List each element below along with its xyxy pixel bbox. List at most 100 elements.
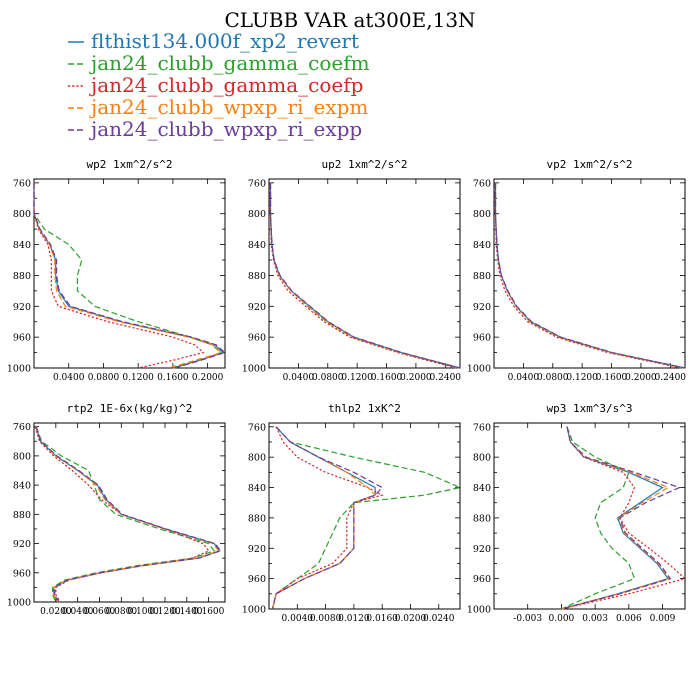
ytick-label: 760 xyxy=(473,178,491,189)
ytick-label: 1000 xyxy=(242,605,266,616)
series-line-4 xyxy=(35,426,222,603)
xtick-label: 0.2400 xyxy=(430,373,462,383)
series-line-0 xyxy=(33,182,225,369)
panel-vp2: vp2 1xm^2/s^2 760 800 840 880 920 960 1000 0.040… xyxy=(467,158,687,383)
series-line-2 xyxy=(34,426,210,603)
xtick-label: 0.2400 xyxy=(655,373,687,383)
ytick-label: 880 xyxy=(473,271,491,282)
plot-frame xyxy=(268,422,461,610)
series-line-2 xyxy=(561,426,687,610)
xtick-label: 0.0240 xyxy=(423,614,455,624)
plot-frame xyxy=(493,422,686,610)
legend-item-2: jan24_clubb_gamma_coefp xyxy=(68,73,363,97)
xtick-label: 0.0040 xyxy=(282,614,314,624)
xtick-label: 0.1400 xyxy=(171,607,203,617)
xtick-label: 0.0400 xyxy=(62,607,94,617)
ytick-label: 840 xyxy=(248,240,266,251)
xtick-label: 0.0800 xyxy=(106,607,138,617)
panel-title: vp2 1xm^2/s^2 xyxy=(546,158,632,171)
plot-frame xyxy=(33,178,226,369)
ytick-label: 920 xyxy=(248,544,266,555)
series-line-2 xyxy=(271,426,384,610)
series-line-0 xyxy=(494,182,686,369)
legend-item-3: jan24_clubb_wpxp_ri_expm xyxy=(68,95,368,119)
ytick-label: 960 xyxy=(473,333,491,344)
xtick-label: 0.0400 xyxy=(508,373,540,383)
xtick-label: 0.0800 xyxy=(88,373,120,383)
ytick-label: 840 xyxy=(473,483,491,494)
xtick-label: 0.0160 xyxy=(366,614,398,624)
legend-label-4: jan24_clubb_wpxp_ri_expp xyxy=(89,117,362,141)
series-line-0 xyxy=(35,426,221,603)
xtick-label: 0.1600 xyxy=(596,373,628,383)
xtick-label: 0.1200 xyxy=(566,373,598,383)
series-line-4 xyxy=(561,426,682,610)
ytick-label: 840 xyxy=(473,240,491,251)
xtick-label: -0.003 xyxy=(513,614,542,624)
panel-wp3: wp3 1xm^3/s^3 760 800 840 880 920 960 1000 -0.00… xyxy=(467,402,687,624)
xtick-label: 0.0120 xyxy=(338,614,370,624)
series-line-2 xyxy=(269,182,457,369)
legend-item-1: jan24_clubb_gamma_coefm xyxy=(68,51,370,75)
ytick-label: 920 xyxy=(473,544,491,555)
ytick-label: 760 xyxy=(13,422,31,433)
series-line-3 xyxy=(561,426,671,610)
xtick-label: 0.1200 xyxy=(122,373,154,383)
ytick-label: 920 xyxy=(248,302,266,313)
xtick-label: 0.0200 xyxy=(395,614,427,624)
ytick-label: 840 xyxy=(248,483,266,494)
xtick-label: 0.1200 xyxy=(149,607,181,617)
xtick-label: 0.2000 xyxy=(625,373,657,383)
legend-label-0: flthist134.000f_xp2_revert xyxy=(91,29,359,53)
series-line-4 xyxy=(33,182,227,369)
plot-frame xyxy=(33,422,226,603)
ytick-label: 960 xyxy=(473,574,491,585)
xtick-label: 0.1000 xyxy=(127,607,159,617)
series-line-3 xyxy=(33,182,223,369)
ytick-label: 880 xyxy=(248,513,266,524)
panel-thlp2: thlp2 1xK^276080084088092096010000.00400… xyxy=(242,402,462,624)
ytick-label: 800 xyxy=(13,451,31,462)
figure-title: CLUBB VAR at300E,13N xyxy=(224,8,475,32)
ytick-label: 1000 xyxy=(7,364,31,375)
xtick-label: 0.0800 xyxy=(537,373,569,383)
xtick-label: 0.0800 xyxy=(312,373,344,383)
series-line-3 xyxy=(35,426,220,603)
panel-rtp2: rtp2 1E-6x(kg/kg)^2 760 800 840 880 920 960 100… xyxy=(7,402,226,617)
ytick-label: 960 xyxy=(13,333,31,344)
xtick-label: 0.1600 xyxy=(157,373,189,383)
ytick-label: 1000 xyxy=(467,364,491,375)
ytick-label: 760 xyxy=(248,178,266,189)
ytick-label: 1000 xyxy=(242,364,266,375)
ytick-label: 800 xyxy=(248,453,266,464)
ytick-label: 960 xyxy=(13,568,31,579)
ytick-label: 800 xyxy=(473,453,491,464)
ytick-label: 800 xyxy=(473,209,491,220)
series-line-3 xyxy=(271,426,377,610)
xtick-label: 0.0200 xyxy=(40,607,72,617)
xtick-label: 0.0400 xyxy=(283,373,315,383)
ytick-label: 760 xyxy=(13,178,31,189)
ytick-label: 880 xyxy=(473,513,491,524)
xtick-label: 0.1600 xyxy=(371,373,403,383)
series-line-1 xyxy=(271,426,462,610)
series-line-1 xyxy=(494,182,684,369)
xtick-label: 0.003 xyxy=(582,614,608,624)
panel-title: thlp2 1xK^2 xyxy=(328,402,401,415)
ytick-label: 880 xyxy=(13,271,31,282)
xtick-label: 0.0400 xyxy=(53,373,85,383)
panel-title: wp2 1xm^2/s^2 xyxy=(86,158,172,171)
series-line-3 xyxy=(494,182,685,369)
xtick-label: 0.009 xyxy=(650,614,676,624)
plot-frame xyxy=(493,178,686,369)
panel-title: wp3 1xm^3/s^3 xyxy=(546,402,632,415)
ytick-label: 960 xyxy=(248,333,266,344)
panel-title: up2 1xm^2/s^2 xyxy=(321,158,407,171)
xtick-label: 0.0600 xyxy=(84,607,116,617)
series-line-0 xyxy=(271,426,376,610)
legend-item-4: jan24_clubb_wpxp_ri_expp xyxy=(68,117,362,141)
ytick-label: 760 xyxy=(248,422,266,433)
series-line-0 xyxy=(561,426,670,610)
xtick-label: 0.006 xyxy=(616,614,642,624)
legend-label-1: jan24_clubb_gamma_coefm xyxy=(89,51,370,75)
